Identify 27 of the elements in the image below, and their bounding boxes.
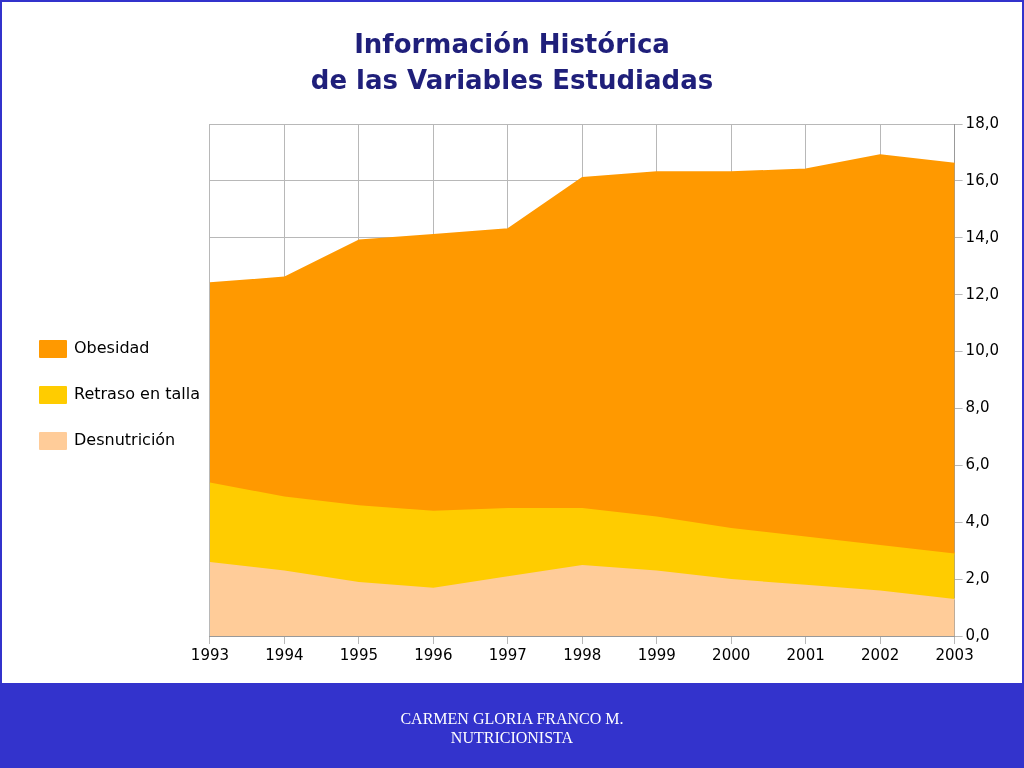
x-tick-label: 1999 <box>637 645 676 664</box>
x-tick-label: 2000 <box>712 645 751 664</box>
x-tick-label: 1997 <box>488 645 527 664</box>
text: NUTRICIONISTA <box>449 728 575 747</box>
legend-label: Retraso en talla <box>74 384 200 404</box>
y-tick-label: 2,0 <box>965 569 990 587</box>
y-tick-label: 16,0 <box>965 170 1000 189</box>
y-tick-label: 4,0 <box>965 512 990 531</box>
x-tick-label: 1995 <box>339 645 378 664</box>
y-tick-label: 10,0 <box>965 341 1000 360</box>
y-tick-label: 12,0 <box>965 284 1000 303</box>
y-tick-label: 6,0 <box>965 455 990 474</box>
y-tick-label: 0,0 <box>965 625 990 644</box>
chart-title: Información Histórica de las Variables Estudiadas <box>309 28 715 97</box>
y-tick-label: 14,0 <box>965 227 1000 246</box>
legend-label: Obesidad <box>74 338 150 358</box>
legend-label: Desnutrición <box>74 430 176 450</box>
x-tick-label: 1996 <box>414 645 453 664</box>
x-tick-label: 1994 <box>265 645 304 664</box>
text: CARMEN GLORIA FRANCO M. <box>399 709 625 728</box>
y-tick-label: 8,0 <box>965 398 990 417</box>
x-tick-label: 1998 <box>563 645 602 664</box>
x-tick-label: 2001 <box>786 645 825 664</box>
x-tick-label: 2002 <box>861 645 900 664</box>
x-tick-label: 1993 <box>190 645 230 664</box>
x-tick-label: 2003 <box>935 645 974 664</box>
y-tick-label: 18,0 <box>965 113 1000 132</box>
